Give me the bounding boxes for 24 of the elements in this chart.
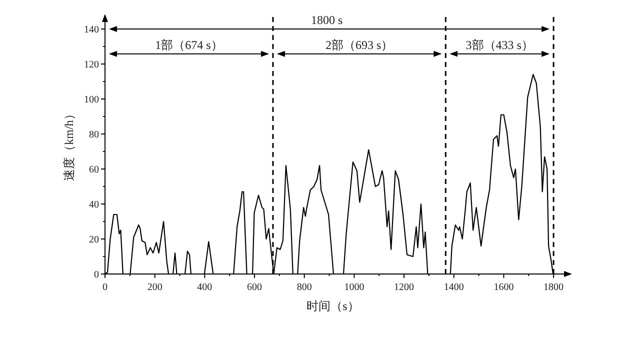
x-axis-title: 时间（s）: [306, 299, 360, 313]
y-tick-label: 0: [94, 270, 99, 280]
x-tick-label: 0: [102, 282, 108, 293]
y-tick-label: 40: [89, 200, 99, 210]
annotation: 2部（693 s）: [325, 38, 394, 52]
annotation: 3部（433 s）: [466, 38, 534, 52]
x-tick-label: 1800: [544, 282, 564, 293]
x-tick-label: 200: [147, 282, 162, 293]
y-tick-label: 20: [89, 234, 99, 246]
y-tick-label: 120: [84, 60, 99, 70]
x-tick-label: 1600: [494, 282, 514, 293]
y-tick-label: 140: [84, 24, 99, 36]
x-tick-label: 1400: [444, 282, 464, 293]
x-tick-label: 400: [197, 282, 212, 293]
y-axis-title: 速度（km/h）: [62, 108, 76, 181]
y-tick-label: 100: [84, 94, 99, 106]
y-tick-label: 60: [89, 164, 99, 176]
x-tick-label: 1000: [344, 282, 364, 293]
x-tick-label: 1200: [394, 282, 414, 293]
y-tick-label: 80: [89, 130, 99, 140]
ref-line-label: 1800 s: [310, 13, 343, 27]
x-tick-label: 800: [296, 282, 312, 293]
annotation: 1部（674 s）: [155, 38, 223, 52]
x-tick-label: 600: [247, 282, 262, 293]
